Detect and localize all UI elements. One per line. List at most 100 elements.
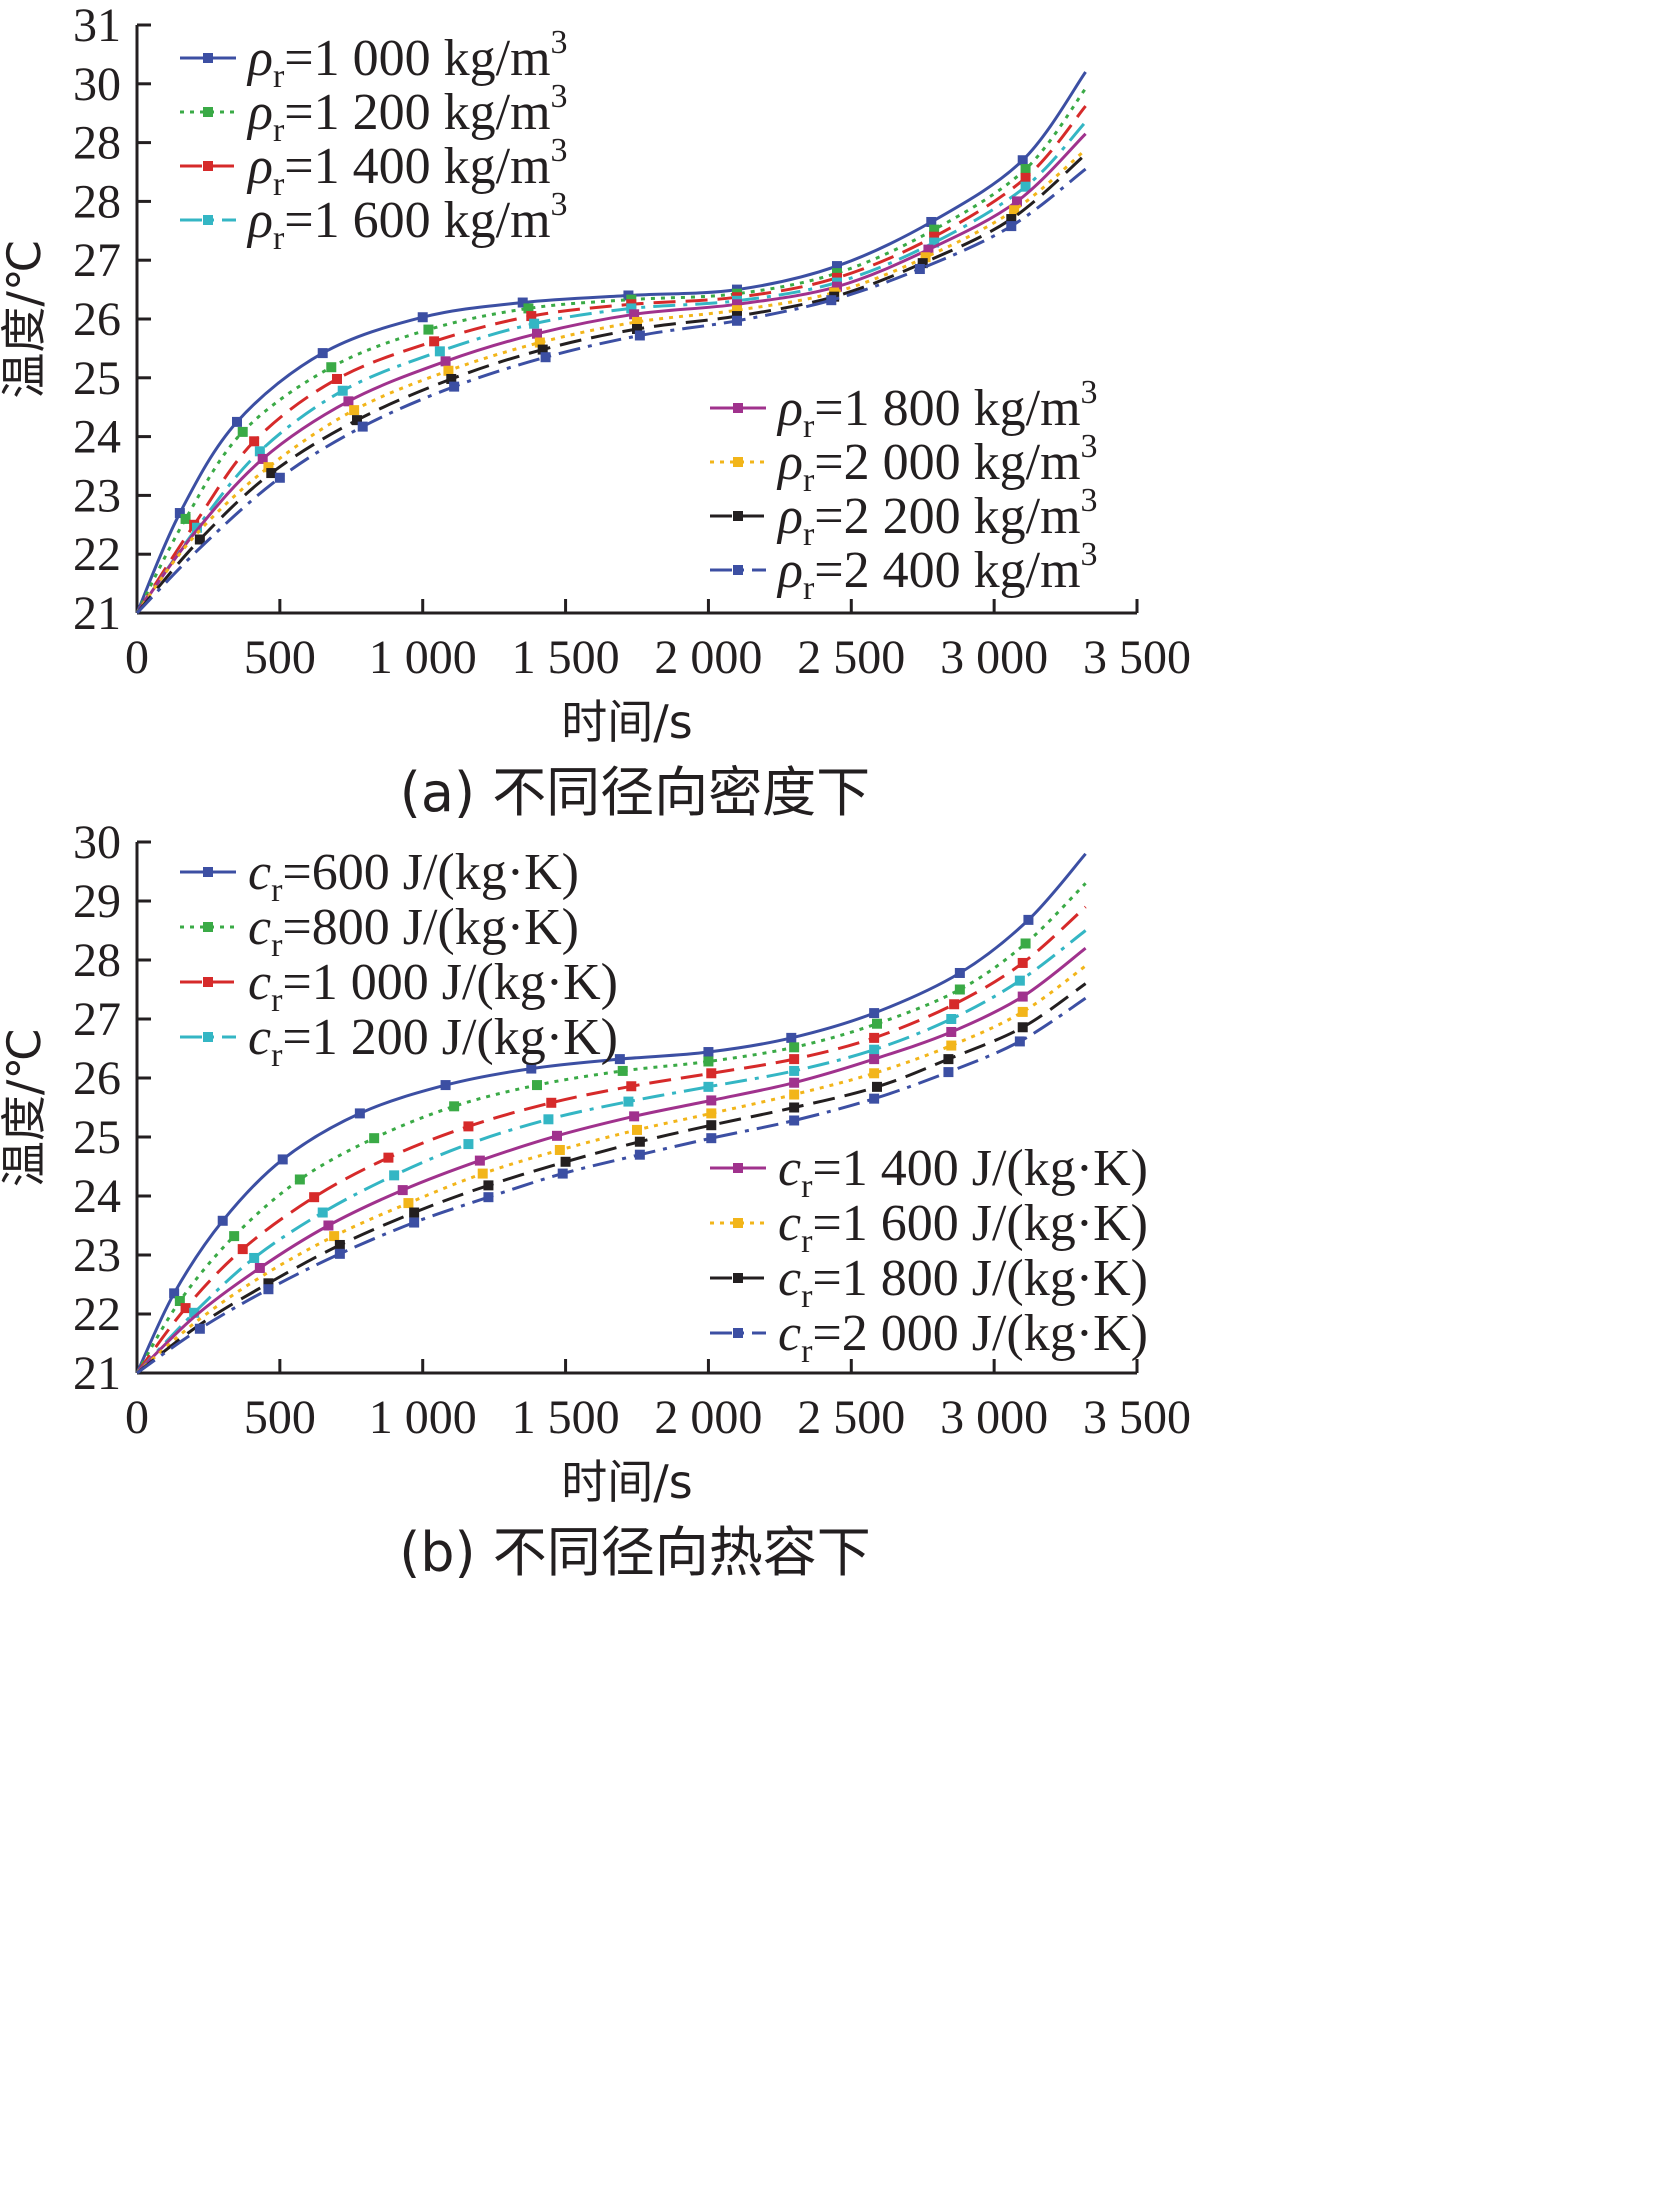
legend-entry: ρr=2 400 kg/m3 xyxy=(710,536,1098,607)
legend-subscript: r xyxy=(803,570,815,607)
legend-swatch-marker xyxy=(733,565,743,575)
data-point-marker xyxy=(789,1115,800,1126)
legend-symbol: ρ xyxy=(246,192,273,249)
legend-symbol: ρ xyxy=(776,542,803,599)
legend-swatch-marker xyxy=(733,511,743,521)
data-point-marker xyxy=(946,1040,957,1051)
x-tick-label: 2 000 xyxy=(654,1391,762,1444)
data-point-marker xyxy=(440,356,451,367)
legend-label: ρr=1 200 kg/m3 xyxy=(246,78,568,149)
legend-unit-superscript: 3 xyxy=(551,24,568,61)
data-point-marker xyxy=(189,1307,200,1318)
data-point-marker xyxy=(294,1174,305,1185)
series-8 xyxy=(135,167,1087,615)
series-1 xyxy=(135,852,1087,1374)
x-tick-label: 3 500 xyxy=(1083,1391,1191,1444)
data-point-marker xyxy=(389,1170,400,1181)
legend-subscript: r xyxy=(273,166,285,203)
data-point-marker xyxy=(474,1155,485,1166)
data-point-marker xyxy=(872,1081,882,1092)
legend-value: =1 600 xyxy=(284,192,430,249)
legend-label: cr=800 J/(kg·K) xyxy=(248,899,579,964)
data-point-marker xyxy=(703,1047,714,1058)
data-point-marker xyxy=(949,999,960,1010)
data-point-marker xyxy=(194,1323,205,1334)
data-point-marker xyxy=(483,1180,494,1191)
legend-unit-superscript: 3 xyxy=(551,132,568,169)
data-point-marker xyxy=(826,295,837,306)
legend-entry: ρr=2 200 kg/m3 xyxy=(710,482,1098,553)
data-point-marker xyxy=(417,312,428,323)
data-point-marker xyxy=(463,1121,474,1132)
x-tick-label: 2 500 xyxy=(797,1391,905,1444)
legend-entry: cr=1 200 J/(kg·K) xyxy=(180,1009,618,1074)
series-line xyxy=(135,71,1087,614)
data-point-marker xyxy=(257,453,268,464)
legend-value: =1 000 xyxy=(284,30,430,87)
series-line xyxy=(135,852,1087,1374)
legend-symbol: ρ xyxy=(776,380,803,437)
x-tick-label: 500 xyxy=(244,631,316,684)
x-tick-label: 0 xyxy=(125,631,149,684)
legend-subscript: r xyxy=(273,58,285,95)
data-point-marker xyxy=(397,1185,408,1196)
data-point-marker xyxy=(174,508,185,519)
data-point-marker xyxy=(614,1054,625,1065)
data-point-marker xyxy=(434,346,445,357)
legend-subscript: r xyxy=(803,408,815,445)
data-point-marker xyxy=(789,1065,800,1076)
data-point-marker xyxy=(317,1207,328,1218)
y-tick-label: 24 xyxy=(73,411,121,464)
series-line xyxy=(135,148,1087,614)
data-point-marker xyxy=(786,1032,797,1043)
series-line xyxy=(135,132,1087,614)
data-point-marker xyxy=(449,1101,460,1112)
data-point-marker xyxy=(789,1102,800,1113)
data-point-marker xyxy=(423,324,434,335)
series-2 xyxy=(135,882,1087,1374)
data-point-marker xyxy=(632,323,642,334)
legend-unit-superscript: 3 xyxy=(551,78,568,115)
data-point-marker xyxy=(1020,181,1031,192)
data-point-marker xyxy=(1014,975,1025,986)
legend-unit: J/(kg·K) xyxy=(959,1250,1148,1307)
legend-label: cr=1 200 J/(kg·K) xyxy=(248,1009,618,1074)
data-point-marker xyxy=(1017,155,1028,166)
data-point-marker xyxy=(634,1149,645,1160)
legend-label: ρr=1 600 kg/m3 xyxy=(246,186,568,257)
data-point-marker xyxy=(1012,196,1022,207)
x-tick-label: 3 500 xyxy=(1083,631,1191,684)
data-point-marker xyxy=(332,373,342,384)
data-point-marker xyxy=(914,264,925,275)
legend-swatch-marker xyxy=(203,161,213,171)
series-line xyxy=(135,905,1087,1374)
data-point-marker xyxy=(337,385,348,396)
legend-value: =1 200 xyxy=(284,84,430,141)
y-tick-label: 22 xyxy=(73,528,121,581)
data-point-marker xyxy=(634,1136,645,1147)
data-point-marker xyxy=(263,462,274,473)
data-point-marker xyxy=(869,1054,880,1065)
series-line xyxy=(135,167,1087,615)
data-point-marker xyxy=(832,281,842,292)
legend-value: =1 800 xyxy=(812,1250,958,1307)
data-point-marker xyxy=(249,436,260,447)
data-point-marker xyxy=(629,1111,640,1122)
series-7 xyxy=(136,982,1087,1375)
data-point-marker xyxy=(1020,172,1031,183)
legend-unit: J/(kg·K) xyxy=(959,1140,1148,1197)
data-point-marker xyxy=(623,1096,634,1107)
legend-label: ρr=1 800 kg/m3 xyxy=(776,374,1098,445)
data-point-marker xyxy=(517,297,528,308)
legend-label: cr=600 J/(kg·K) xyxy=(248,844,579,909)
legend-entry: ρr=1 600 kg/m3 xyxy=(180,186,568,257)
data-point-marker xyxy=(632,316,642,327)
x-tick-label: 1 000 xyxy=(369,1391,477,1444)
data-point-marker xyxy=(789,1089,800,1100)
y-tick-label: 30 xyxy=(73,58,121,111)
data-point-marker xyxy=(323,1220,334,1231)
data-point-marker xyxy=(329,1231,340,1242)
legend-symbol: ρ xyxy=(246,84,273,141)
data-point-marker xyxy=(869,1093,880,1104)
